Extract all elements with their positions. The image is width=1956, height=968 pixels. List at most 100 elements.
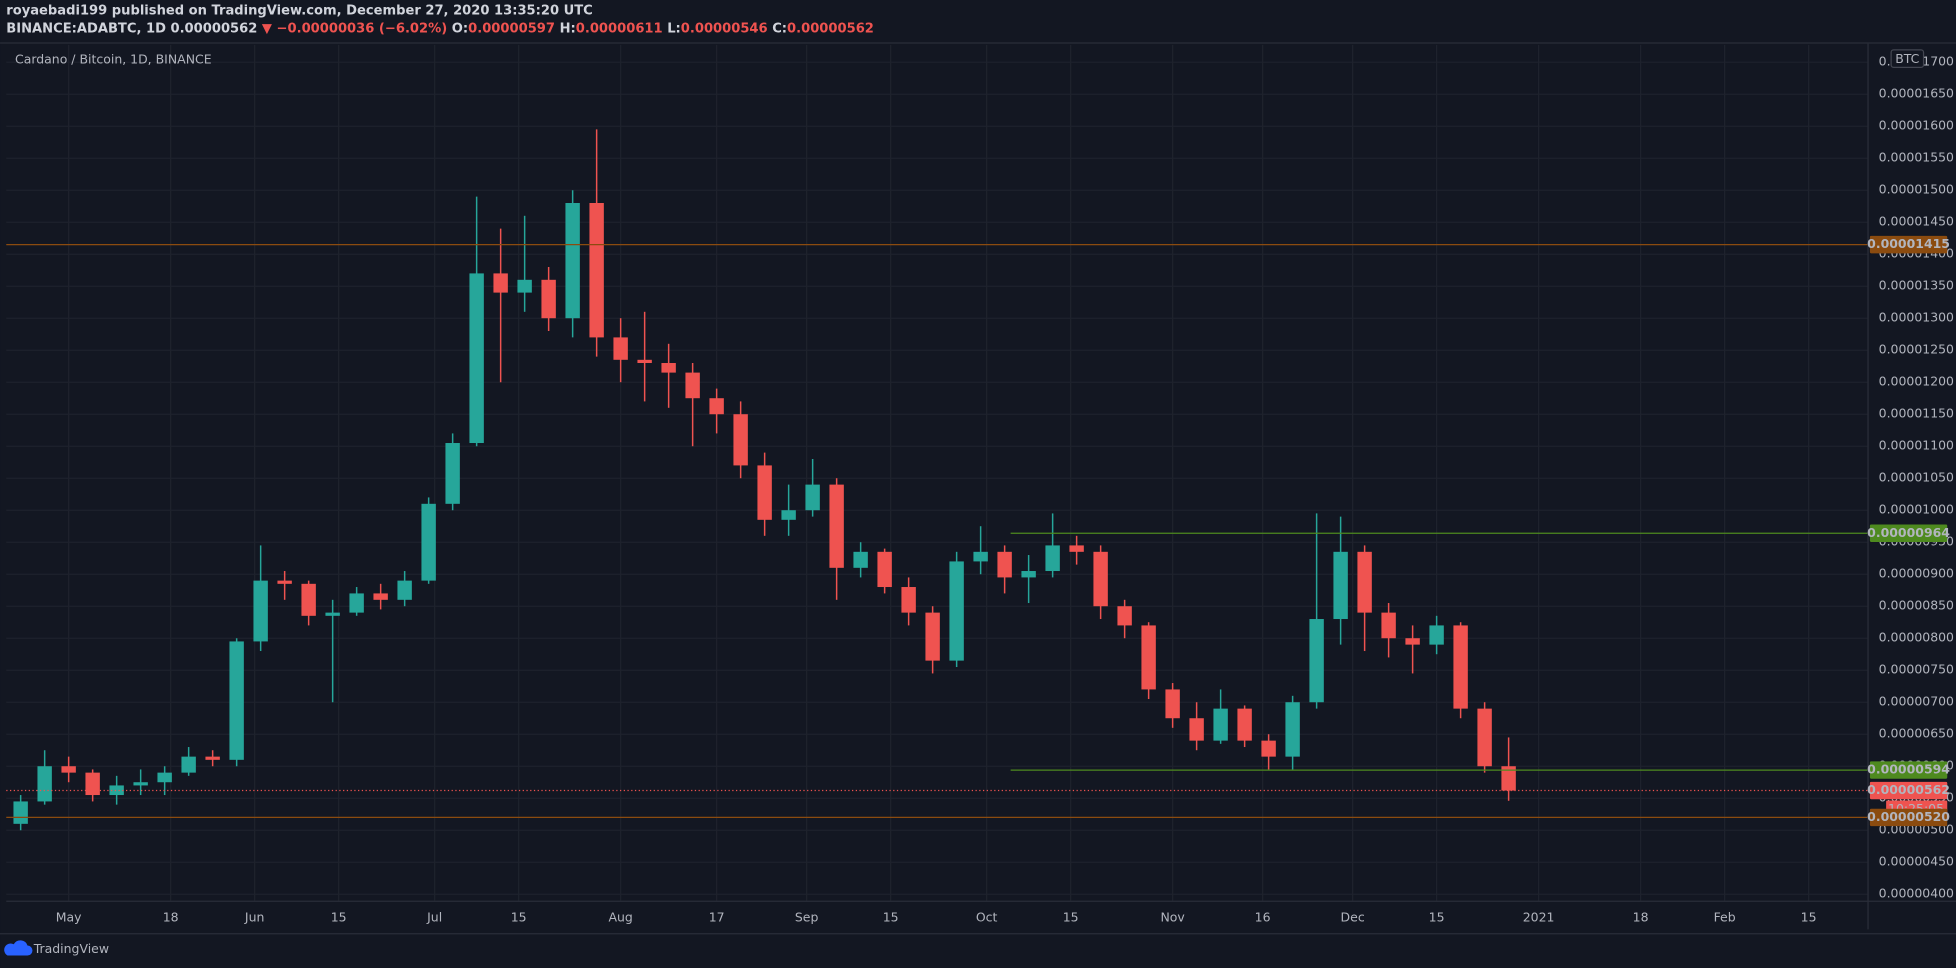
ohlc-key: H: bbox=[560, 21, 576, 36]
y-tick-label: 0.00000750 bbox=[1879, 662, 1954, 677]
price-label: 0.00000520 bbox=[1867, 809, 1950, 824]
candle-body bbox=[325, 612, 340, 616]
y-tick-label: 0.00001250 bbox=[1879, 342, 1954, 357]
candle-body bbox=[469, 273, 484, 444]
x-tick-label: 15 bbox=[1801, 910, 1817, 925]
change: ▼ −0.00000036 (−6.02%) bbox=[262, 21, 447, 36]
candle-body bbox=[781, 510, 796, 520]
x-tick-label: Jul bbox=[426, 910, 442, 925]
candle-body bbox=[757, 465, 772, 520]
candle-body bbox=[301, 583, 316, 616]
plot-area bbox=[6, 44, 1868, 901]
candle-body bbox=[733, 414, 748, 466]
candle-body bbox=[709, 398, 724, 415]
x-tick-label: 15 bbox=[331, 910, 347, 925]
candle-body bbox=[1189, 718, 1204, 741]
candle-body bbox=[973, 551, 988, 562]
y-tick-label: 0.00001600 bbox=[1879, 118, 1954, 133]
x-tick-label: 16 bbox=[1255, 910, 1271, 925]
x-tick-label: 17 bbox=[709, 910, 725, 925]
candle-body bbox=[1069, 545, 1084, 552]
x-tick-label: Aug bbox=[608, 910, 632, 925]
y-tick-label: 0.00000650 bbox=[1879, 726, 1954, 741]
x-tick-label: 2021 bbox=[1523, 910, 1555, 925]
currency-badge bbox=[1890, 49, 1925, 68]
candle-body bbox=[157, 772, 172, 783]
candle-body bbox=[589, 202, 604, 338]
candle-body bbox=[517, 279, 532, 293]
candle-body bbox=[493, 273, 508, 293]
x-tick-label: 15 bbox=[1063, 910, 1079, 925]
price-label-box bbox=[1869, 235, 1948, 254]
candle-body bbox=[1501, 766, 1516, 791]
candle-body bbox=[1093, 551, 1108, 607]
ohlc-value: 0.00000611 bbox=[576, 21, 663, 36]
y-tick-label: 0.00001450 bbox=[1879, 214, 1954, 229]
candle-body bbox=[445, 443, 460, 504]
candle-body bbox=[1309, 619, 1324, 703]
ohlc-key: L: bbox=[667, 21, 681, 36]
candle-body bbox=[1141, 625, 1156, 690]
candle-body bbox=[877, 551, 892, 588]
candle-body bbox=[109, 785, 124, 796]
candle-body bbox=[685, 372, 700, 399]
candle-body bbox=[13, 801, 28, 824]
candle-body bbox=[829, 484, 844, 568]
candle-body bbox=[1405, 638, 1420, 645]
y-tick-label: 0.00000850 bbox=[1879, 598, 1954, 613]
published-line: royaebadi199 published on TradingView.co… bbox=[6, 4, 593, 19]
y-tick-label: 0.00000450 bbox=[1879, 854, 1954, 869]
ohlc-key: O: bbox=[452, 21, 468, 36]
candle-body bbox=[1045, 545, 1060, 572]
x-tick-label: 18 bbox=[163, 910, 179, 925]
y-tick-label: 0.00000400 bbox=[1879, 886, 1954, 901]
x-tick-label: Jun bbox=[244, 910, 264, 925]
candle-body bbox=[1261, 740, 1276, 757]
candle-body bbox=[181, 756, 196, 773]
candle-body bbox=[349, 593, 364, 613]
price-label: 0.00000594 bbox=[1867, 762, 1950, 777]
logo bbox=[4, 940, 33, 956]
candle-body bbox=[541, 279, 556, 319]
x-tick-label: 15 bbox=[883, 910, 899, 925]
candle-body bbox=[805, 484, 820, 511]
candle-body bbox=[949, 561, 964, 661]
candle-body bbox=[565, 202, 580, 319]
currency: BTC bbox=[1895, 51, 1919, 66]
candle-body bbox=[853, 551, 868, 568]
y-tick-label: 0.00000700 bbox=[1879, 694, 1954, 709]
candle-body bbox=[253, 580, 268, 642]
x-tick-label: Oct bbox=[976, 910, 998, 925]
y-tick-label: 0.00001100 bbox=[1879, 438, 1954, 453]
candle-body bbox=[1021, 571, 1036, 578]
y-tick-label: 0.00001550 bbox=[1879, 150, 1954, 165]
candle-body bbox=[1429, 625, 1444, 645]
candle-body bbox=[925, 612, 940, 661]
candle-body bbox=[37, 766, 52, 802]
chart-title: Cardano / Bitcoin, 1D, BINANCE bbox=[15, 51, 212, 66]
price-label: 0.00001415 bbox=[1867, 236, 1950, 251]
candle-body bbox=[1333, 551, 1348, 620]
y-tick-label: 0.00001200 bbox=[1879, 374, 1954, 389]
x-tick-label: Dec bbox=[1341, 910, 1365, 925]
candle-body bbox=[133, 782, 148, 786]
candle-body bbox=[661, 363, 676, 373]
x-tick-label: 18 bbox=[1633, 910, 1649, 925]
candle-body bbox=[613, 337, 628, 360]
ohlc-key: C: bbox=[772, 21, 787, 36]
price-label-box bbox=[1869, 761, 1948, 779]
price-label-box bbox=[1869, 781, 1948, 800]
y-tick-label: 0.00001000 bbox=[1879, 502, 1954, 517]
y-tick-label: 0.00001500 bbox=[1879, 182, 1954, 197]
candle-body bbox=[997, 551, 1012, 578]
candle-body bbox=[901, 587, 916, 613]
price-label: 0.00000964 bbox=[1867, 525, 1950, 540]
symbol: BINANCE:ADABTC, 1D bbox=[6, 21, 166, 36]
candle-body bbox=[1165, 689, 1180, 719]
x-tick-label: 15 bbox=[1429, 910, 1445, 925]
candle-body bbox=[85, 772, 100, 796]
candle-body bbox=[373, 593, 388, 600]
price-label: 0.00000562 bbox=[1867, 782, 1950, 797]
candle-body bbox=[1285, 702, 1300, 757]
